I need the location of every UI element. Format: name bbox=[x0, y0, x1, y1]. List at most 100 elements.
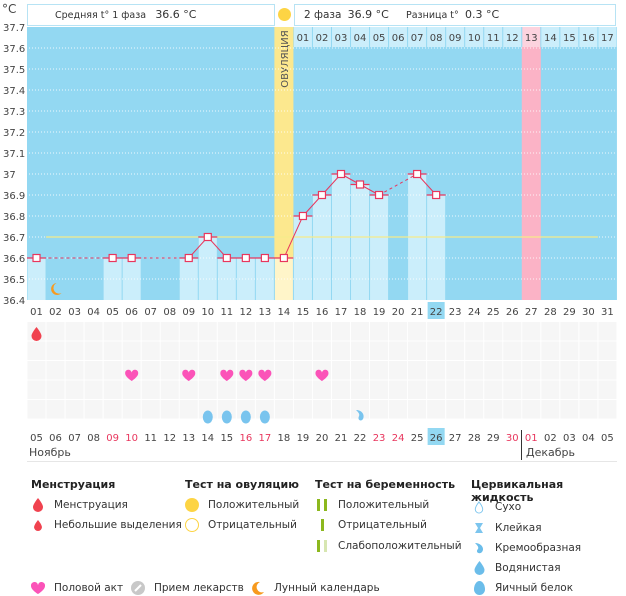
event-cell bbox=[122, 341, 141, 360]
event-cell bbox=[198, 341, 217, 360]
legend-cervical-title: Цервикальная жидкость bbox=[471, 478, 564, 504]
temperature-point bbox=[222, 253, 231, 263]
luteal-day-label: 13 bbox=[525, 33, 538, 44]
y-tick-label: 37.5 bbox=[3, 65, 25, 76]
calendar-date-label: 27 bbox=[449, 433, 462, 444]
event-cell bbox=[522, 361, 541, 380]
event-cell bbox=[293, 341, 312, 360]
event-cell bbox=[331, 400, 351, 419]
luteal-day-label: 08 bbox=[430, 33, 443, 44]
luteal-day-label: 04 bbox=[354, 33, 367, 44]
cycle-day-label: 18 bbox=[354, 307, 367, 318]
event-cell bbox=[465, 341, 484, 360]
event-cell bbox=[427, 400, 446, 419]
luteal-day-label: 15 bbox=[563, 33, 576, 44]
event-cell bbox=[274, 322, 293, 341]
event-cell bbox=[217, 400, 236, 419]
luteal-day-cell bbox=[370, 27, 389, 47]
luteal-day-label: 11 bbox=[487, 33, 500, 44]
event-cell bbox=[579, 341, 598, 360]
event-cell bbox=[484, 400, 503, 419]
egg-white-icon bbox=[259, 410, 270, 424]
event-cell bbox=[351, 361, 370, 380]
temperature-bar bbox=[312, 195, 331, 300]
creamy-icon bbox=[471, 540, 487, 556]
cycle-day-label: 28 bbox=[544, 307, 557, 318]
calendar-date-label: 21 bbox=[335, 433, 348, 444]
cycle-day-label: 02 bbox=[49, 307, 62, 318]
calendar-date-label: 17 bbox=[259, 433, 272, 444]
event-cell bbox=[408, 400, 427, 419]
cycle-day-label: 20 bbox=[392, 307, 405, 318]
temperature-bar bbox=[103, 258, 122, 300]
y-tick-label: 36.6 bbox=[3, 254, 25, 265]
event-cell bbox=[389, 322, 408, 341]
calendar-date-label: 30 bbox=[506, 433, 519, 444]
event-cell bbox=[255, 322, 274, 341]
heart-icon bbox=[220, 369, 234, 381]
heart-icon bbox=[258, 369, 272, 381]
temperature-bar bbox=[217, 258, 236, 300]
egg-white-icon bbox=[221, 410, 232, 424]
event-cell bbox=[560, 322, 579, 341]
event-cell bbox=[122, 322, 141, 341]
cycle-day-label: 26 bbox=[506, 307, 519, 318]
legend-pregnancy-positive: Положительный bbox=[314, 497, 429, 513]
calendar-date-label: 09 bbox=[106, 433, 119, 444]
cycle-day-label: 15 bbox=[297, 307, 310, 318]
ovulation-test-positive-icon[interactable] bbox=[278, 8, 291, 21]
event-cell bbox=[370, 361, 389, 380]
y-tick-label: 37 bbox=[3, 170, 16, 181]
legend-spotting: Небольшие выделения bbox=[30, 517, 182, 533]
event-cell bbox=[484, 341, 503, 360]
event-cell bbox=[84, 341, 103, 360]
cycle-day-label: 06 bbox=[125, 307, 138, 318]
event-cell bbox=[560, 380, 579, 399]
event-cell bbox=[331, 341, 351, 360]
temperature-point bbox=[184, 253, 193, 263]
event-cell bbox=[484, 361, 503, 380]
event-cell bbox=[427, 341, 446, 360]
event-cell bbox=[446, 361, 465, 380]
chart-bottom-divider bbox=[27, 461, 617, 462]
event-cell bbox=[27, 361, 46, 380]
yellow-circle-icon bbox=[184, 497, 200, 513]
y-tick-label: 37.3 bbox=[3, 107, 25, 118]
event-cell bbox=[141, 341, 160, 360]
calendar-date-label: 26 bbox=[430, 433, 443, 444]
event-cell bbox=[27, 341, 46, 360]
event-cell bbox=[427, 361, 446, 380]
ovulation-test-cell bbox=[275, 4, 294, 26]
luteal-day-label: 02 bbox=[316, 33, 329, 44]
calendar-date-label: 03 bbox=[563, 433, 576, 444]
event-cell bbox=[274, 400, 293, 419]
y-tick-label: 36.4 bbox=[3, 296, 25, 307]
event-cell bbox=[103, 322, 122, 341]
calendar-date-label: 02 bbox=[544, 433, 557, 444]
cycle-day-label: 21 bbox=[411, 307, 424, 318]
event-cell bbox=[65, 380, 84, 399]
event-cell bbox=[65, 322, 84, 341]
event-cell bbox=[65, 341, 84, 360]
temperature-bar bbox=[255, 258, 274, 300]
temperature-point bbox=[355, 180, 365, 189]
temperature-point bbox=[32, 253, 41, 263]
y-tick-label: 37.2 bbox=[3, 128, 25, 139]
event-cell bbox=[446, 341, 465, 360]
event-cell bbox=[236, 322, 255, 341]
event-cell bbox=[465, 380, 484, 399]
legend-pregnancy-negative: Отрицательный bbox=[314, 517, 427, 533]
month-divider bbox=[521, 430, 522, 460]
heart-icon bbox=[182, 369, 196, 381]
event-cell bbox=[255, 380, 274, 399]
cycle-day-label: 10 bbox=[201, 307, 214, 318]
cycle-day-label: 01 bbox=[30, 307, 43, 318]
event-cell bbox=[179, 322, 198, 341]
temperature-point bbox=[279, 253, 289, 263]
cycle-day-label: 17 bbox=[335, 307, 348, 318]
luteal-day-label: 01 bbox=[297, 33, 310, 44]
calendar-date-label: 18 bbox=[278, 433, 291, 444]
cycle-day-label: 13 bbox=[259, 307, 272, 318]
y-tick-label: 37.7 bbox=[3, 23, 25, 34]
event-cell bbox=[389, 341, 408, 360]
